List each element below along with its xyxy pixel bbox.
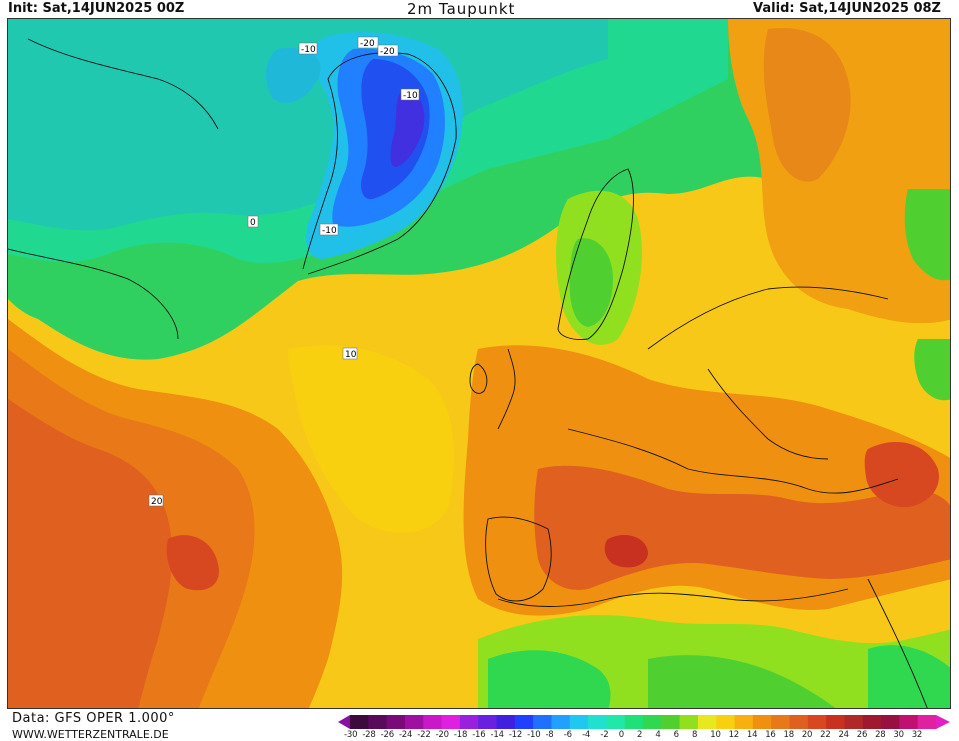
colorbar-tick-label: 20 — [801, 730, 813, 740]
colorbar-swatch — [588, 715, 607, 729]
colorbar-tick-label: 10 — [710, 730, 721, 740]
valid-time: Valid: Sat,14JUN2025 08Z — [753, 1, 941, 16]
header-bar: Init: Sat,14JUN2025 00Z 2m Taupunkt Vali… — [0, 0, 959, 18]
colorbar-swatch — [771, 715, 790, 729]
colorbar-tick-label: -12 — [508, 730, 523, 740]
colorbar-tick-label: -8 — [545, 730, 554, 740]
colorbar-swatch — [734, 715, 754, 729]
colorbar-swatch — [459, 715, 479, 729]
colorbar-tick-label: -26 — [380, 730, 395, 740]
colorbar-swatch — [514, 715, 534, 729]
colorbar-tick-label: -20 — [435, 730, 450, 740]
colorbar-swatch — [661, 715, 681, 729]
svg-text:0: 0 — [250, 218, 256, 228]
colorbar-tick-label: 22 — [820, 730, 831, 740]
colorbar-swatch — [807, 715, 827, 729]
colorbar-tick-label: -4 — [582, 730, 591, 740]
colorbar — [338, 715, 950, 729]
chart-title: 2m Taupunkt — [407, 0, 516, 18]
svg-text:-10: -10 — [322, 226, 337, 236]
colorbar-swatch — [350, 715, 369, 729]
colorbar-tick-label: 12 — [728, 730, 740, 740]
colorbar-swatch — [752, 715, 772, 729]
colorbar-swatch — [862, 715, 882, 729]
contour-label: 20 — [148, 494, 164, 507]
contour-label: -20 — [377, 44, 399, 57]
footer-bar: Data: GFS OPER 1.000° WWW.WETTERZENTRALE… — [0, 709, 959, 741]
colorbar-swatch — [844, 715, 864, 729]
colorbar-tick-label: -18 — [453, 730, 468, 740]
colorbar-low-arrow — [338, 715, 350, 729]
colorbar-swatch — [697, 715, 717, 729]
colorbar-tick-label: 18 — [783, 730, 795, 740]
colorbar-swatch — [716, 715, 736, 729]
colorbar-tick-label: 26 — [856, 730, 868, 740]
svg-text:-10: -10 — [301, 45, 316, 55]
colorbar-tick-label: 24 — [838, 730, 849, 740]
colorbar-swatch — [551, 715, 571, 729]
colorbar-tick-label: 28 — [875, 730, 886, 740]
contour-label: 10 — [342, 347, 358, 360]
dewpoint-map: -10 -10 -20 -20 -10 0 10 20 — [7, 18, 951, 709]
colorbar-swatch — [899, 715, 919, 729]
colorbar-swatch — [478, 715, 497, 729]
colorbar-tick-label: -28 — [362, 730, 376, 740]
svg-text:20: 20 — [151, 497, 163, 507]
colorbar-swatch — [679, 715, 699, 729]
contour-label: -10 — [400, 88, 420, 101]
init-time: Init: Sat,14JUN2025 00Z — [8, 1, 185, 16]
colorbar-tick-label: -2 — [600, 730, 609, 740]
svg-text:10: 10 — [345, 350, 357, 360]
colorbar-swatch — [789, 715, 809, 729]
colorbar-high-arrow — [936, 715, 950, 729]
colorbar-swatch — [881, 715, 900, 729]
colorbar-swatch — [441, 715, 461, 729]
colorbar-swatch — [404, 715, 424, 729]
colorbar-tick-label: 30 — [893, 730, 904, 740]
colorbar-tick-label: -16 — [472, 730, 486, 740]
colorbar-tick-label: 0 — [618, 730, 624, 740]
colorbar-tick-label: -22 — [417, 730, 431, 740]
colorbar-swatch — [606, 715, 626, 729]
contour-labels: -10 -10 -20 -20 -10 0 10 20 — [148, 36, 420, 507]
svg-text:-20: -20 — [380, 47, 395, 57]
colorbar-swatch — [643, 715, 662, 729]
colorbar-swatch — [533, 715, 552, 729]
contour-label: -20 — [357, 36, 379, 49]
colorbar-tick-label: -6 — [563, 730, 572, 740]
svg-text:-20: -20 — [360, 39, 375, 49]
contour-label: -10 — [298, 42, 318, 55]
colorbar-tick-label: 4 — [655, 730, 661, 740]
colorbar-swatch — [826, 715, 845, 729]
site-label: WWW.WETTERZENTRALE.DE — [12, 728, 169, 741]
contour-label: 0 — [247, 215, 259, 228]
colorbar-swatch — [917, 715, 937, 729]
colorbar-swatch — [496, 715, 516, 729]
colorbar-swatch — [624, 715, 644, 729]
map-canvas: -10 -10 -20 -20 -10 0 10 20 — [8, 19, 950, 708]
svg-text:-10: -10 — [403, 91, 418, 101]
colorbar-swatch — [423, 715, 443, 729]
colorbar-tick-label: 16 — [765, 730, 776, 740]
colorbar-tick-label: 32 — [911, 730, 923, 740]
colorbar-tick-label: 2 — [637, 730, 643, 740]
colorbar-tick-label: 6 — [673, 730, 679, 740]
colorbar-tick-label: -30 — [344, 730, 358, 740]
data-source-label: Data: GFS OPER 1.000° — [12, 711, 175, 726]
colorbar-tick-label: -24 — [398, 730, 413, 740]
colorbar-tick-label: 14 — [746, 730, 758, 740]
colorbar-swatch — [569, 715, 589, 729]
coastlines — [8, 38, 928, 708]
colorbar-tick-label: 8 — [691, 730, 698, 740]
colorbar-tick-label: -10 — [527, 730, 541, 740]
colorbar-swatch — [368, 715, 388, 729]
colorbar-swatch — [386, 715, 406, 729]
colorbar-tick-label: -14 — [490, 730, 505, 740]
contour-label: -10 — [319, 223, 339, 236]
